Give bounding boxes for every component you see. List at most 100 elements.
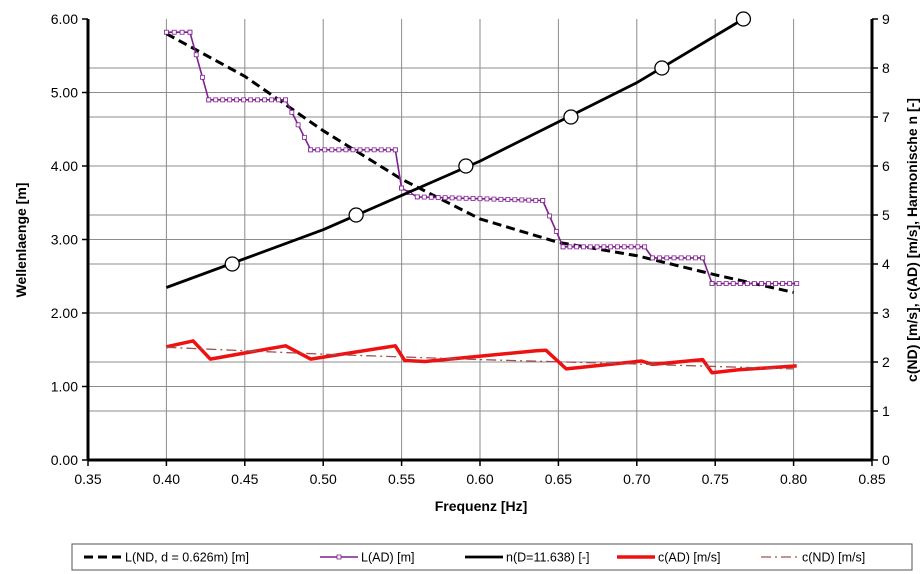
y2-tick-label: 1	[882, 403, 890, 419]
step-marker	[295, 122, 301, 128]
y-tick-label: 6.00	[51, 11, 78, 27]
step-marker	[678, 255, 684, 261]
y2-tick-label: 3	[882, 305, 890, 321]
step-marker	[709, 281, 715, 287]
series-layer	[163, 11, 800, 375]
step-marker	[716, 281, 722, 287]
step-marker	[628, 244, 634, 250]
step-marker	[392, 147, 398, 153]
step-marker	[248, 97, 254, 103]
step-marker	[206, 97, 212, 103]
series-line-4	[166, 346, 794, 370]
x-tick-label: 0.45	[231, 471, 258, 487]
step-marker	[621, 244, 627, 250]
step-marker	[187, 29, 193, 35]
tick-labels: 0.35 0.40 0.45 0.50 0.55 0.60 0.65 0.70 0.75 0.80…	[51, 11, 890, 487]
legend-label-0: L(ND, d = 0.626m) [m]	[125, 551, 249, 565]
step-marker	[635, 244, 641, 250]
step-marker	[449, 195, 455, 201]
y-tick-label: 5.00	[51, 85, 78, 101]
step-marker	[766, 281, 771, 287]
step-marker	[512, 197, 518, 203]
y2-axis-title: c(ND) [m/s], c(AD) [m/s], Harmonische n …	[904, 98, 920, 382]
x-tick-label: 0.65	[545, 471, 572, 487]
step-marker	[385, 147, 391, 153]
step-marker	[200, 74, 205, 80]
harmonic-marker	[654, 60, 670, 76]
y-tick-label: 2.00	[51, 305, 78, 321]
step-marker	[269, 97, 274, 103]
harmonic-marker	[458, 158, 474, 174]
y-tick-label: 1.00	[51, 379, 78, 395]
axes	[82, 18, 878, 466]
step-marker	[276, 97, 281, 103]
harmonic-marker	[563, 109, 579, 125]
step-marker	[547, 213, 552, 219]
harmonic-marker	[348, 207, 364, 223]
x-axis-title: Frequenz [Hz]	[435, 498, 528, 514]
step-marker	[315, 147, 321, 153]
step-marker	[414, 194, 420, 200]
step-marker	[519, 197, 525, 203]
step-marker	[664, 255, 670, 261]
step-marker	[642, 244, 648, 250]
x-tick-label: 0.80	[780, 471, 807, 487]
step-marker	[526, 197, 532, 203]
x-tick-label: 0.55	[388, 471, 415, 487]
y2-tick-label: 5	[882, 207, 890, 223]
y2-tick-label: 4	[882, 256, 890, 272]
step-marker	[343, 147, 349, 153]
step-marker	[752, 281, 757, 287]
step-marker	[442, 195, 448, 201]
step-marker	[283, 97, 288, 103]
y-tick-label: 0.00	[51, 452, 78, 468]
step-marker	[581, 244, 586, 250]
step-marker	[357, 147, 363, 153]
step-marker	[322, 147, 328, 153]
step-marker	[505, 197, 511, 202]
x-tick-label: 0.60	[466, 471, 493, 487]
step-marker	[399, 185, 405, 191]
y-tick-label: 3.00	[51, 232, 78, 248]
step-marker	[463, 195, 469, 201]
step-marker	[601, 244, 607, 250]
series-line-0	[165, 32, 794, 294]
series-line-2	[165, 17, 745, 289]
step-marker	[759, 281, 764, 287]
step-marker	[484, 196, 490, 202]
step-marker	[301, 134, 307, 140]
step-marker	[456, 195, 462, 201]
x-tick-label: 0.75	[702, 471, 729, 487]
x-tick-label: 0.70	[623, 471, 650, 487]
step-marker	[364, 147, 370, 153]
step-marker	[193, 52, 199, 58]
y2-tick-label: 6	[882, 158, 890, 174]
step-marker	[650, 255, 655, 261]
x-tick-label: 0.50	[310, 471, 337, 487]
step-marker	[657, 255, 663, 261]
x-tick-label: 0.85	[858, 471, 885, 487]
step-marker	[241, 97, 247, 103]
y2-tick-label: 8	[882, 60, 890, 76]
step-marker	[255, 97, 261, 103]
step-marker	[171, 29, 177, 35]
step-marker	[428, 194, 434, 200]
y-tick-label: 4.00	[51, 158, 78, 174]
step-marker	[227, 97, 233, 103]
step-marker	[435, 195, 441, 200]
step-marker	[289, 109, 295, 115]
y2-tick-label: 0	[882, 452, 890, 468]
x-tick-label: 0.35	[74, 471, 101, 487]
harmonic-marker	[735, 11, 752, 27]
step-marker	[567, 244, 573, 250]
step-marker	[574, 244, 580, 250]
series-line-1	[166, 31, 797, 285]
step-marker	[234, 97, 240, 103]
step-marker	[587, 244, 593, 250]
legend-label-4: c(ND) [m/s]	[802, 551, 865, 565]
step-marker	[262, 97, 268, 103]
step-marker	[787, 281, 793, 287]
step-marker	[723, 281, 729, 287]
step-marker	[730, 281, 736, 287]
